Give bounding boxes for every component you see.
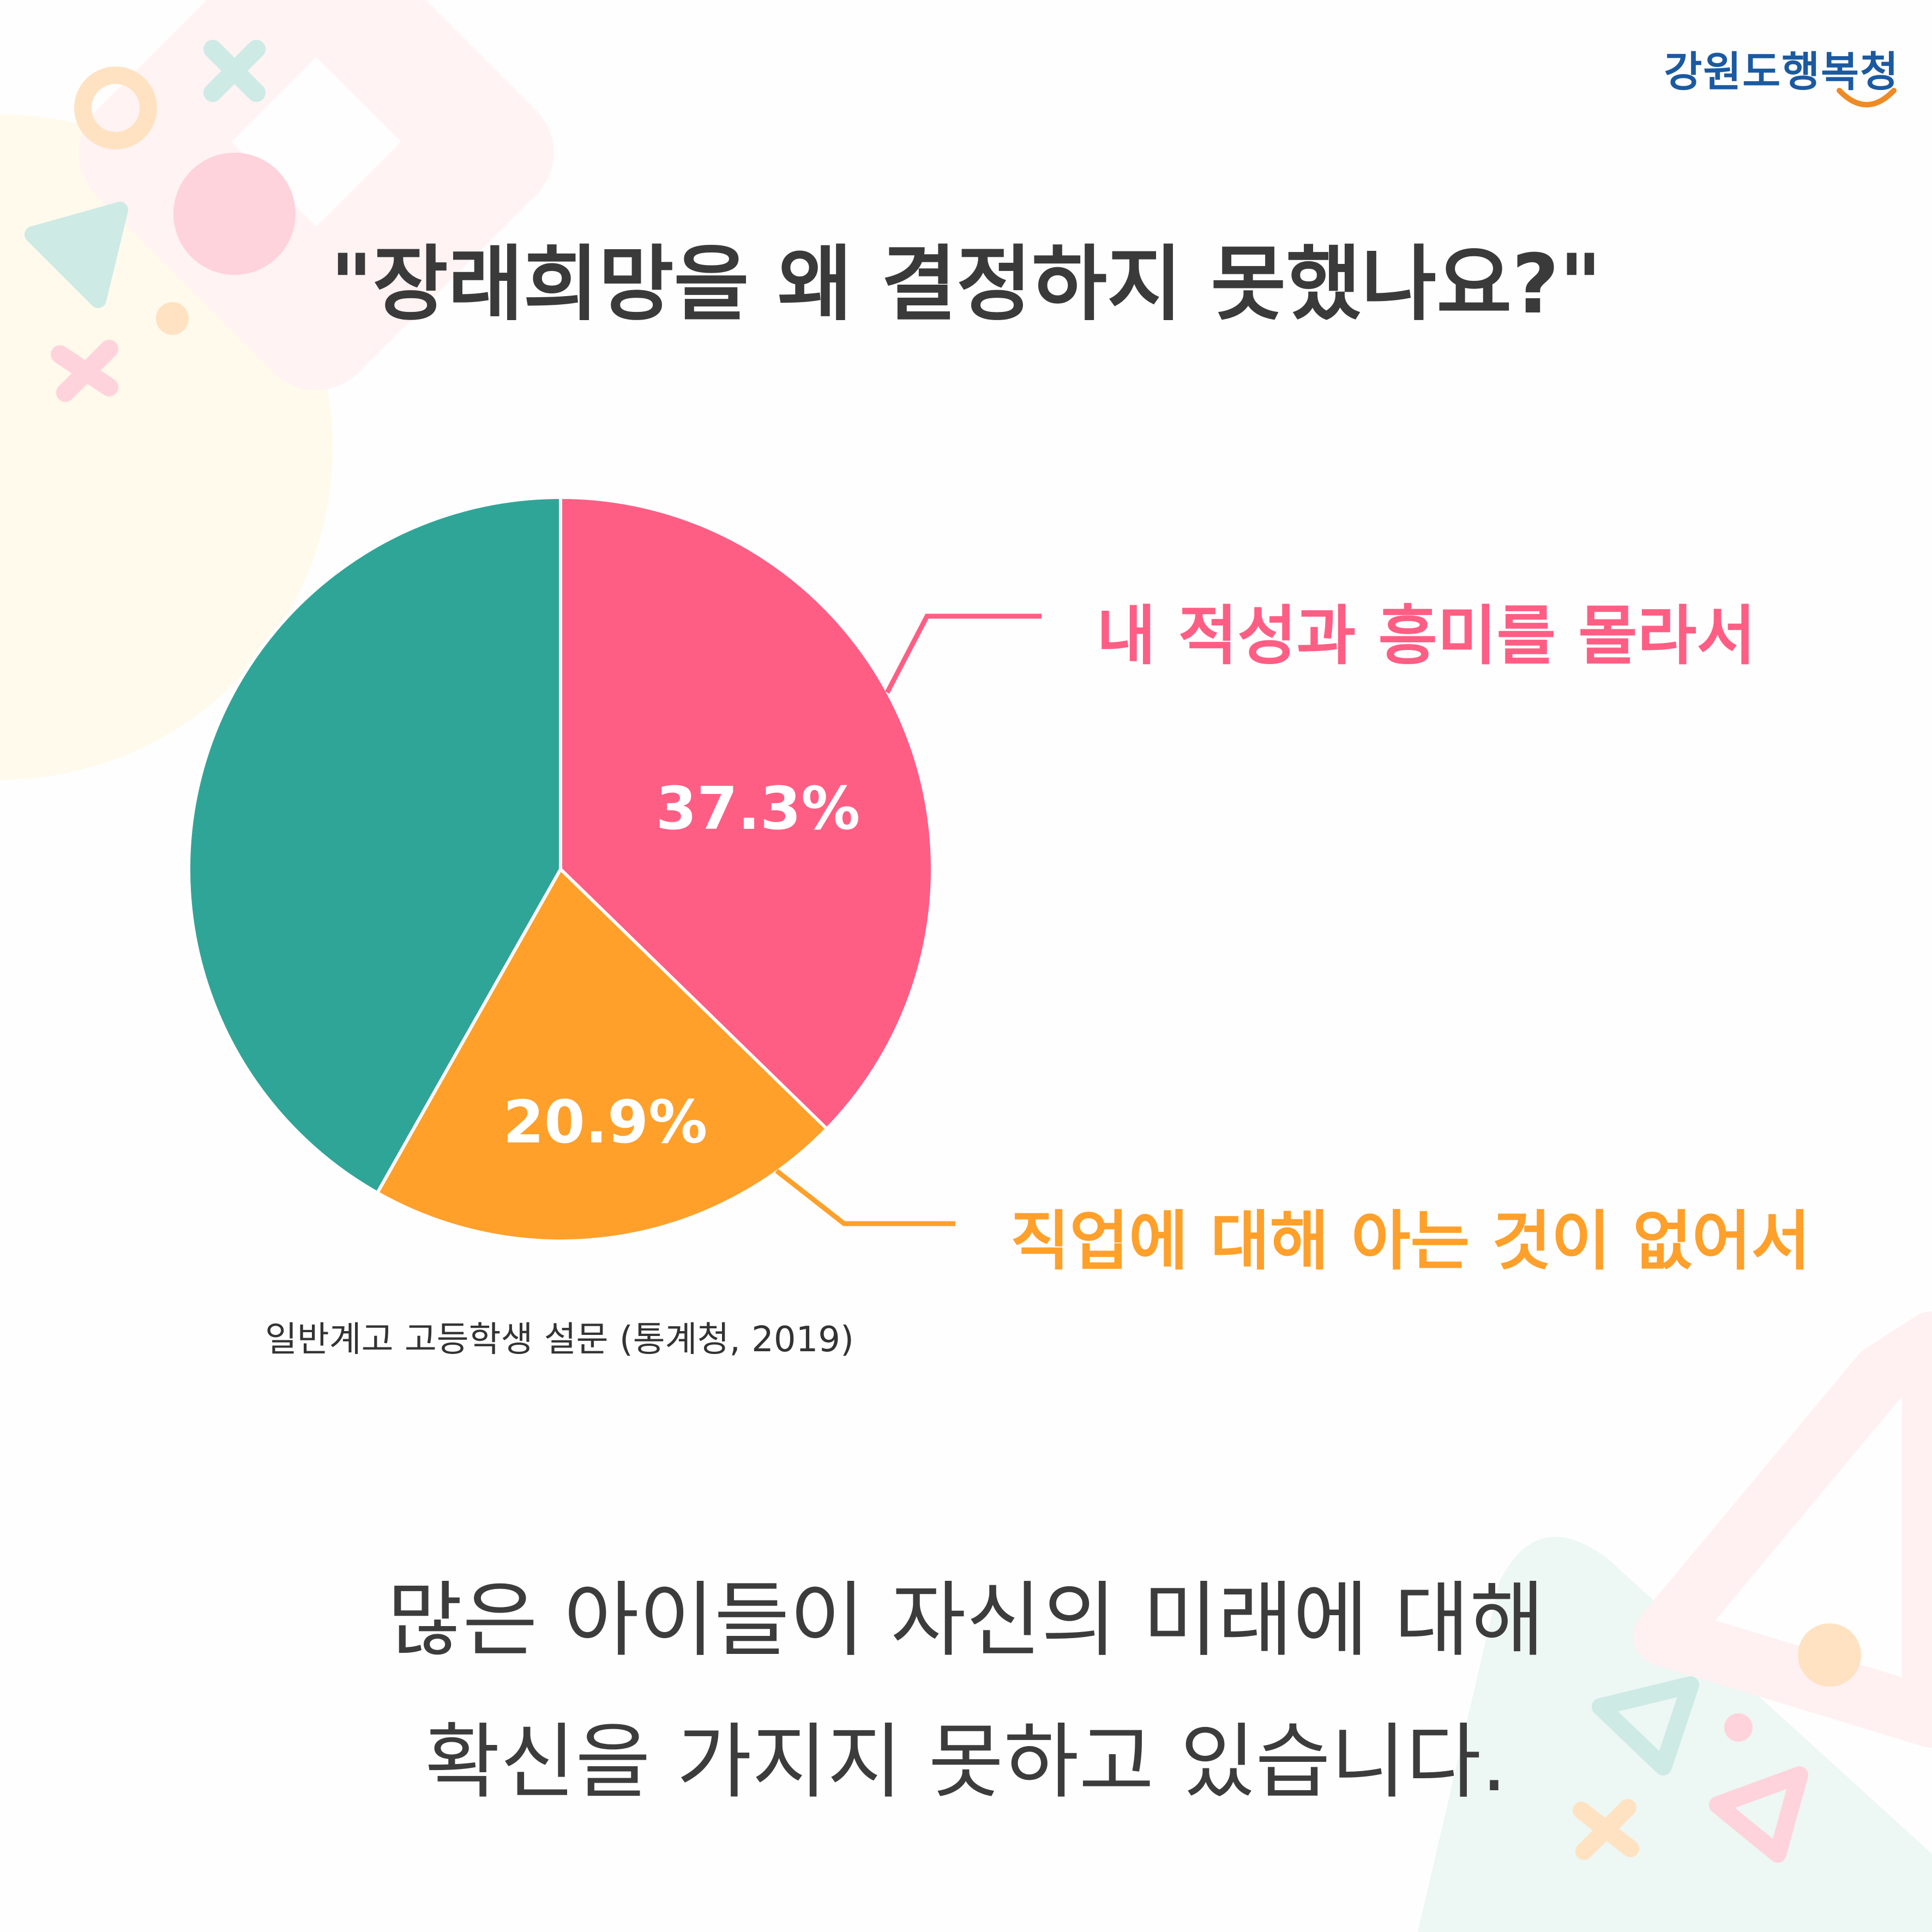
leader-line-pink <box>885 613 1042 694</box>
logo: 강원도행복청 <box>1664 38 1899 107</box>
footer-line-1: 많은 아이들이 자신의 미래에 대해 <box>387 1573 1545 1668</box>
data-label-orange: 20.9% <box>503 1088 708 1157</box>
data-label-pink: 37.3% <box>656 775 860 843</box>
pie-slice-2 <box>187 495 562 1195</box>
slice-label-orange: 직업에 대해 아는 것이 없어서 <box>1010 1203 1811 1279</box>
slice-label-pink: 내 적성과 흥미를 몰라서 <box>1097 598 1756 673</box>
chart-title: "장래희망을 왜 결정하지 못했나요?" <box>330 237 1602 332</box>
footer-line-2: 확신을 가지지 못하고 있습니다. <box>425 1715 1507 1810</box>
source-note: 일반계고 고등학생 설문 (통계청, 2019) <box>265 1320 854 1360</box>
pie-slice-0 <box>559 495 934 1131</box>
logo-text: 강원도행복청 <box>1664 47 1899 96</box>
smile-icon <box>1837 88 1897 107</box>
leader-line-orange <box>775 1169 955 1226</box>
